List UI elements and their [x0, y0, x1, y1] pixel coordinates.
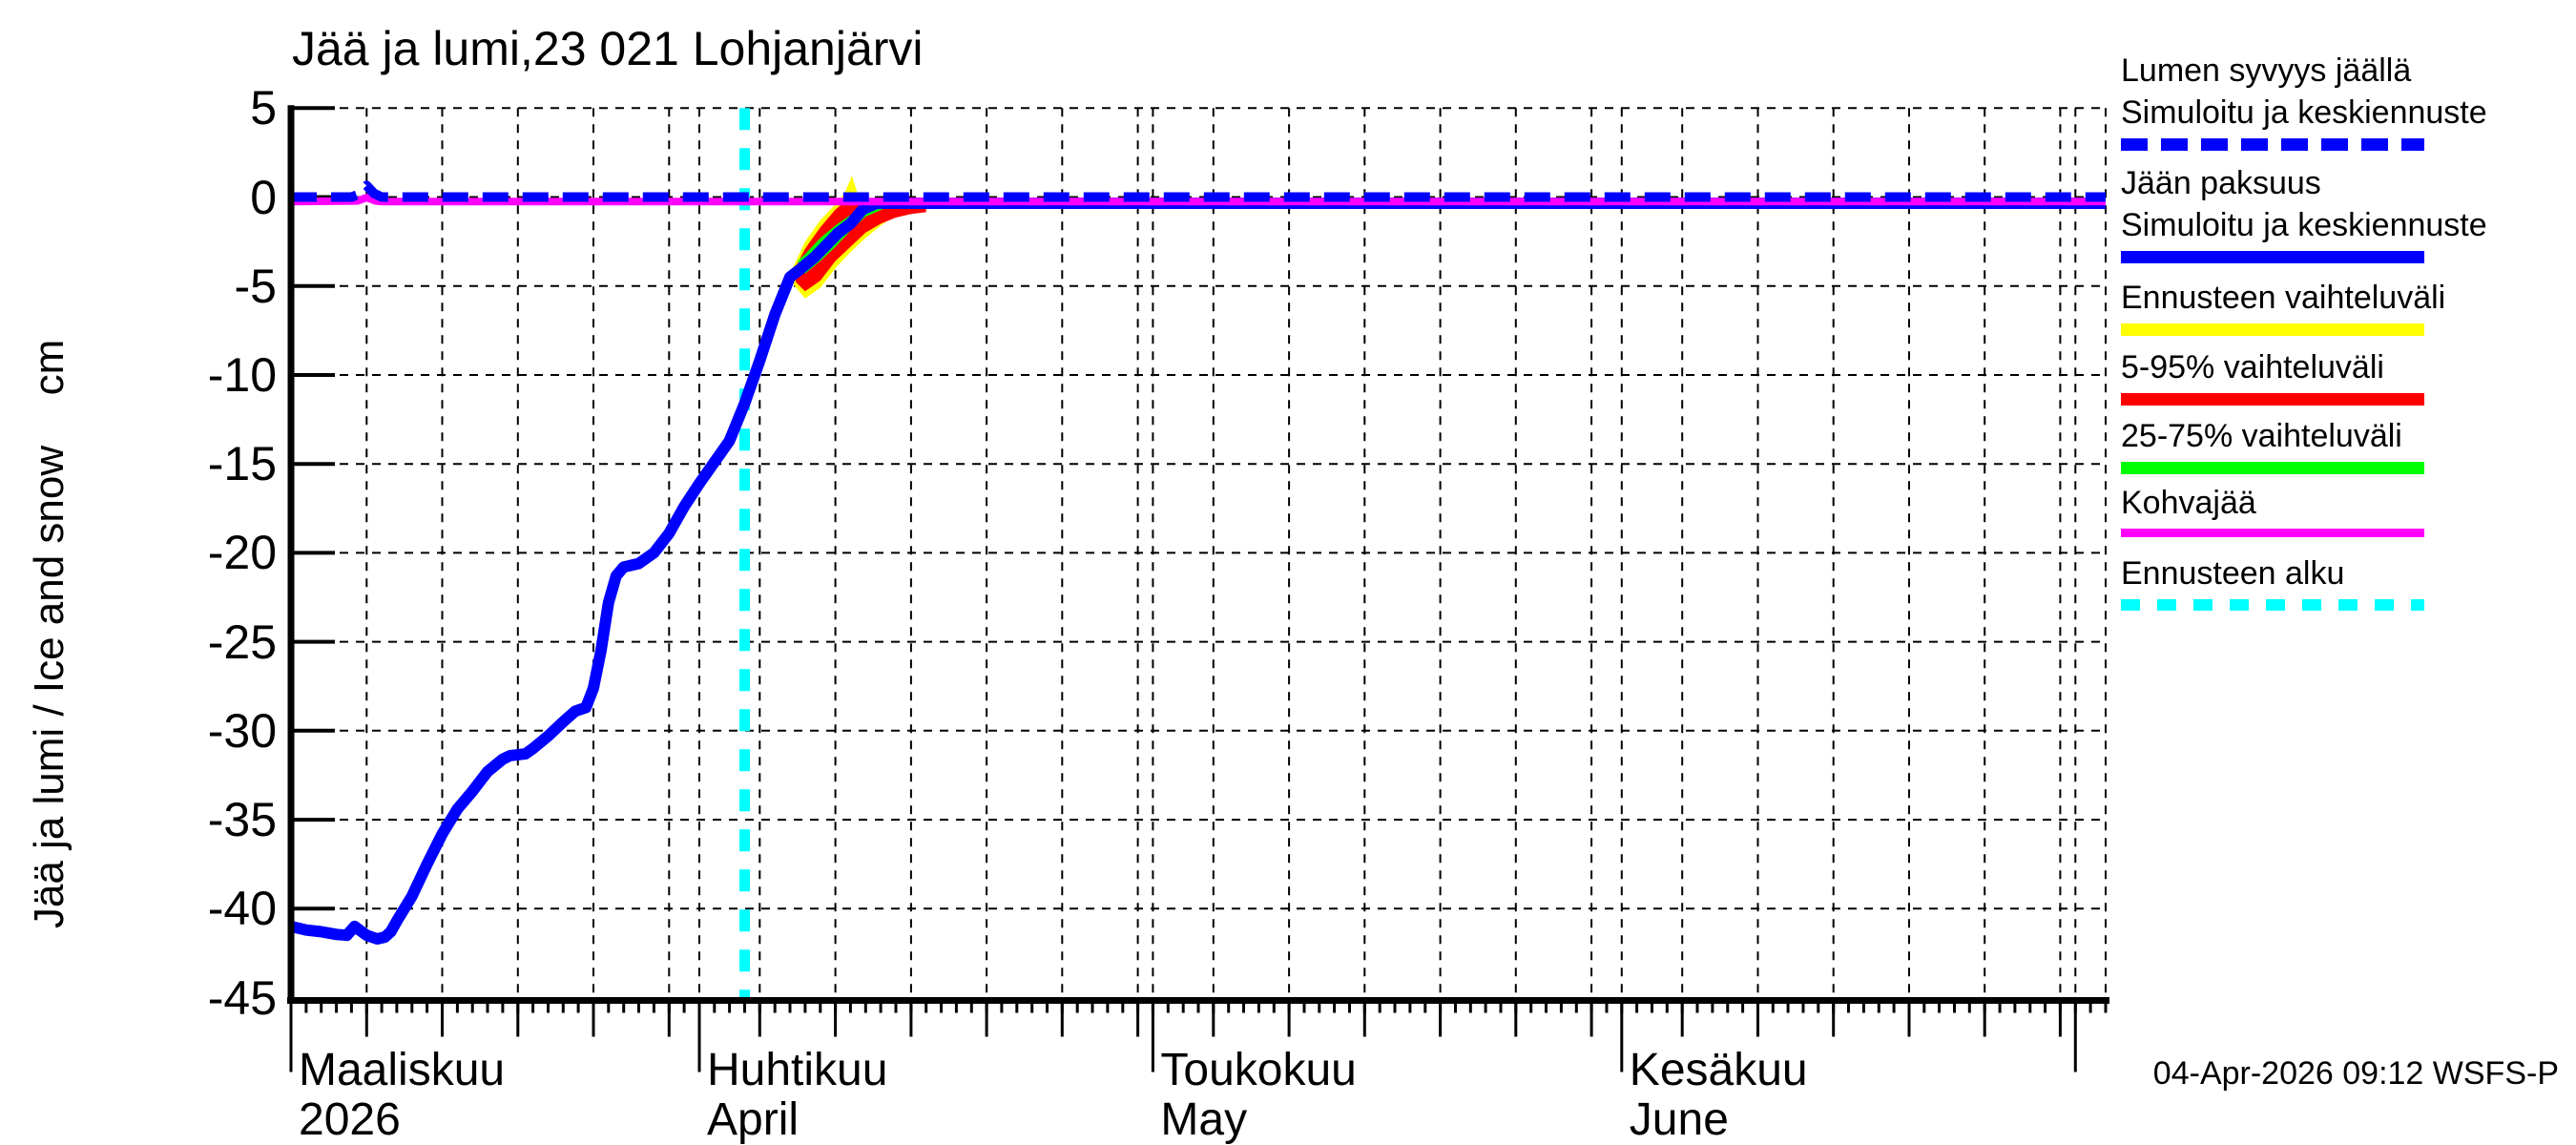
month-label: Toukokuu May: [1160, 1046, 1356, 1145]
legend-entry-label: 25-75% vaihteluväli: [2121, 418, 2402, 454]
legend-entry-label: Ennusteen vaihteluväli: [2121, 280, 2446, 316]
y-tick-label: -45: [207, 970, 277, 1025]
y-tick-label: -30: [207, 703, 277, 758]
legend-entry: 25-75% vaihteluväli: [2121, 415, 2569, 474]
legend-entry-label: Kohvajää: [2121, 485, 2256, 521]
legend-entry: Lumen syvyys jäällä Simuloitu ja keskienn…: [2121, 50, 2569, 151]
y-tick-label: -35: [207, 793, 277, 847]
legend-line-sample: [2121, 393, 2424, 406]
month-label: Huhtikuu April: [707, 1046, 887, 1145]
month-label-en: 2026: [299, 1094, 401, 1145]
chart-title: Jää ja lumi,23 021 Lohjanjärvi: [292, 22, 924, 75]
legend-entry-label: Ennusteen alku: [2121, 555, 2345, 592]
legend-line-sample: [2121, 529, 2424, 537]
y-tick-label: -40: [207, 882, 277, 936]
month-label-en: April: [707, 1094, 800, 1145]
y-tick-label: 5: [250, 81, 277, 135]
legend-entry-label: Jään paksuus: [2121, 165, 2321, 201]
series-line: [289, 198, 2106, 945]
legend-line-sample: [2121, 599, 2424, 611]
month-label: Maaliskuu 2026: [299, 1046, 505, 1145]
month-label-fi: Toukokuu: [1160, 1045, 1357, 1095]
month-label: Kesäkuu June: [1630, 1046, 1808, 1145]
legend-entry-label: Simuloitu ja keskiennuste: [2121, 94, 2487, 131]
month-label-fi: Maaliskuu: [299, 1045, 506, 1095]
month-label-en: June: [1629, 1094, 1729, 1145]
y-axis-label: Jää ja lumi / Ice and snow: [26, 445, 73, 929]
legend-entry: Kohvajää: [2121, 482, 2569, 537]
month-label-en: May: [1160, 1094, 1248, 1145]
legend-line-sample: [2121, 138, 2424, 151]
y-tick-label: -10: [207, 348, 277, 402]
legend-entry: Ennusteen vaihteluväli: [2121, 277, 2569, 336]
legend-entry: 5-95% vaihteluväli: [2121, 346, 2569, 406]
timestamp-label: 04-Apr-2026 09:12 WSFS-P: [2152, 1055, 2559, 1092]
legend-entry: Jään paksuus Simuloitu ja keskiennuste: [2121, 162, 2569, 263]
y-tick-label: -20: [207, 526, 277, 580]
band: [793, 203, 926, 292]
y-tick-label: 0: [250, 170, 277, 224]
legend-entry-label: Simuloitu ja keskiennuste: [2121, 207, 2487, 243]
month-label-fi: Kesäkuu: [1629, 1045, 1808, 1095]
y-tick-label: -25: [207, 614, 277, 669]
series-line: [291, 180, 2106, 202]
legend-line-sample: [2121, 251, 2424, 263]
legend-entry-label: Lumen syvyys jäällä: [2121, 52, 2412, 89]
month-label-fi: Huhtikuu: [707, 1045, 888, 1095]
legend-line-sample: [2121, 323, 2424, 336]
y-tick-label: -5: [234, 259, 277, 313]
legend-entry-label: 5-95% vaihteluväli: [2121, 349, 2384, 385]
legend-line-sample: [2121, 462, 2424, 474]
legend-entry: Ennusteen alku: [2121, 552, 2569, 611]
y-tick-label: -15: [207, 437, 277, 491]
